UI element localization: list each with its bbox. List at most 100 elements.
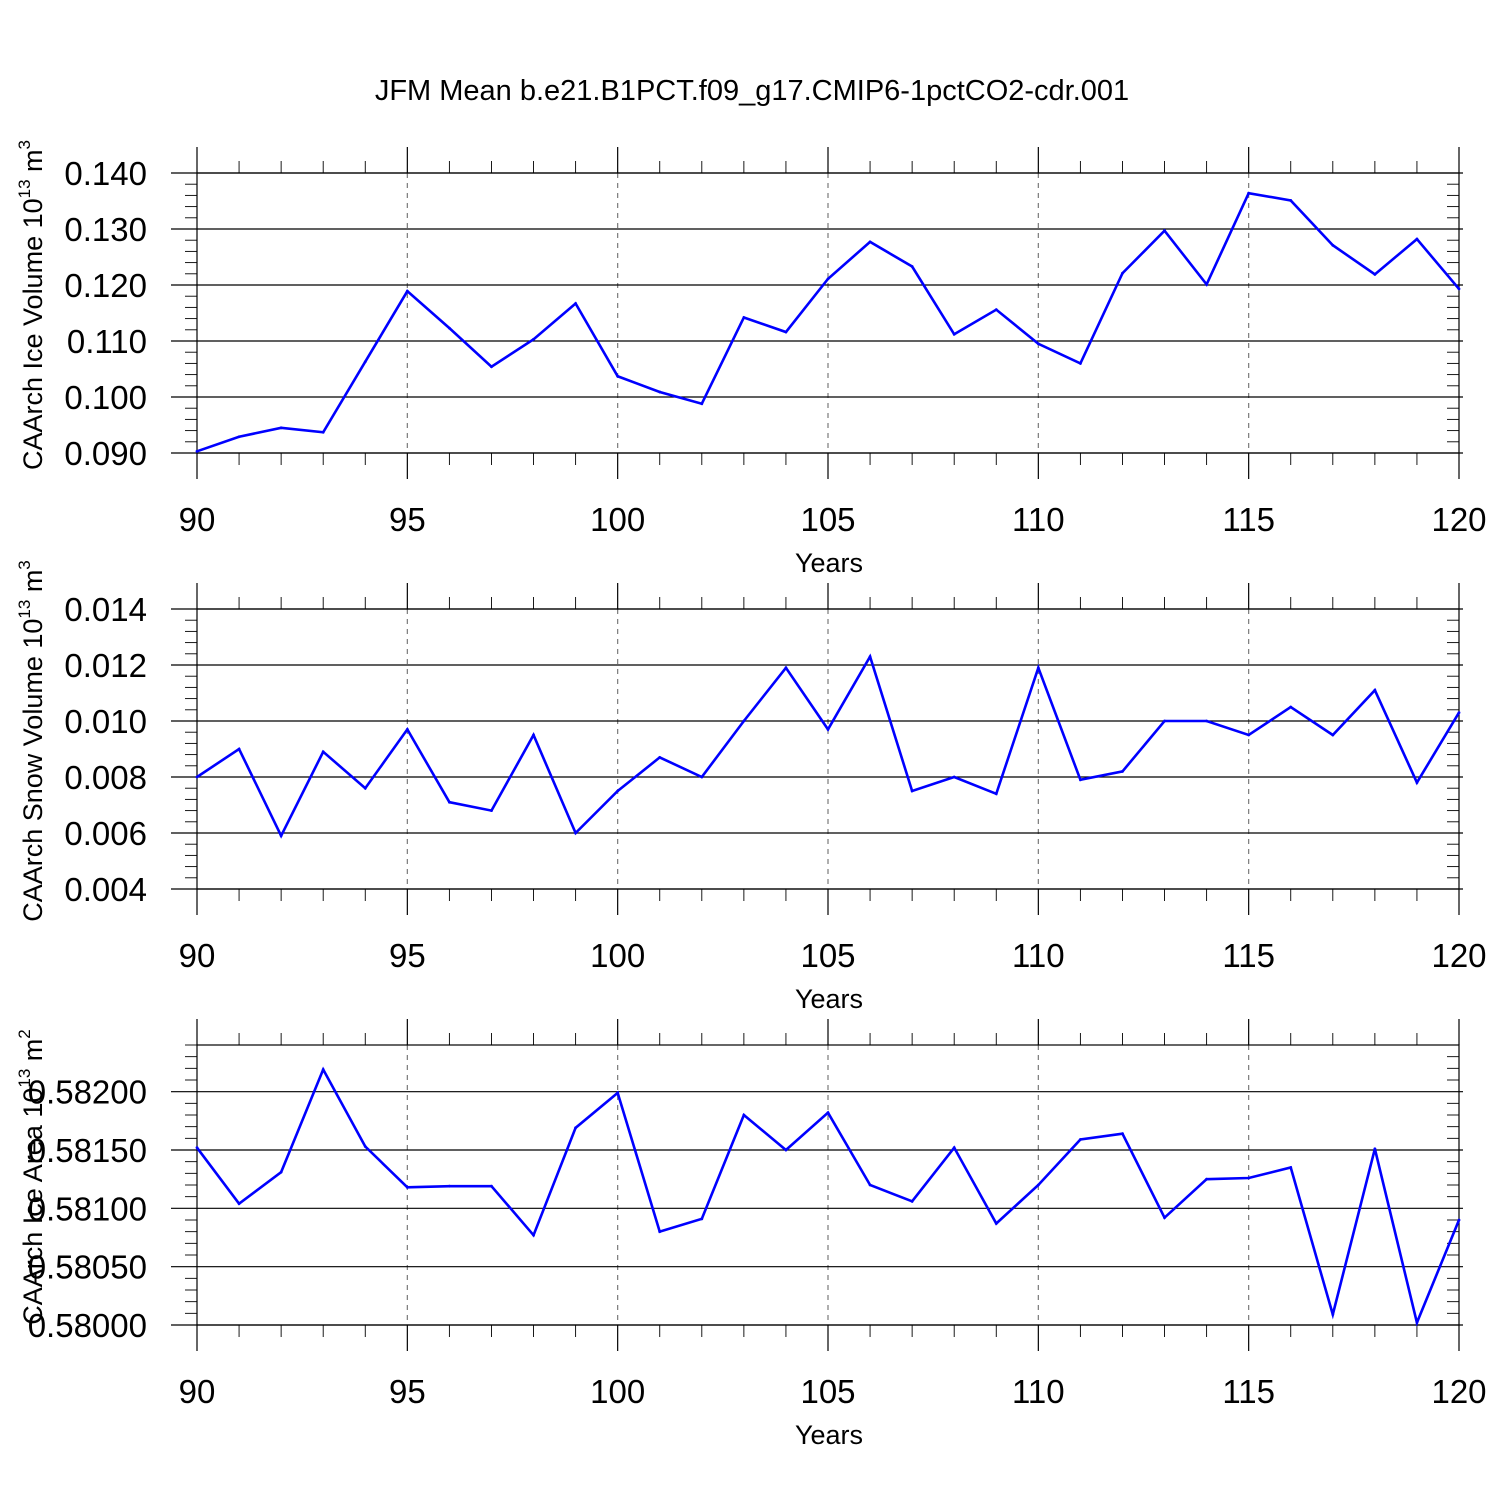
y-tick-label: 0.010	[64, 703, 147, 740]
data-point	[195, 775, 199, 779]
data-point	[363, 1145, 367, 1148]
x-axis-label: Years	[795, 548, 863, 578]
panel-2: 90 95 100 105 110 115 120 0.004 0.006 0.008 0.010 0…	[15, 560, 1487, 1014]
data-point	[1205, 719, 1208, 723]
data-point	[658, 1230, 662, 1234]
data-point	[1163, 719, 1166, 723]
data-point	[237, 1202, 241, 1206]
y-tick-label: 0.140	[64, 155, 147, 192]
data-point	[405, 728, 409, 731]
data-point	[1457, 287, 1461, 291]
data-point	[279, 1170, 283, 1174]
data-point	[910, 789, 914, 793]
data-point	[700, 775, 704, 779]
panel-3: 90 95 100 105 110 115 120 0.58000 0.58050 0.58100…	[15, 1019, 1487, 1450]
data-point	[910, 1199, 914, 1203]
x-axis-label: Years	[795, 984, 863, 1014]
y-axis-label-unit: m	[18, 570, 48, 600]
data-point	[574, 1126, 577, 1130]
y-axis-label-unit-exponent: 3	[15, 140, 34, 149]
data-point	[784, 1148, 788, 1152]
data-point	[1036, 342, 1040, 346]
data-point	[321, 1068, 325, 1071]
data-point	[700, 1217, 704, 1221]
y-axis-label-unit-exponent: 3	[15, 560, 34, 569]
y-axis-label-exponent: 13	[15, 1069, 34, 1088]
data-point	[700, 402, 704, 406]
x-tick-label: 90	[179, 1373, 216, 1410]
x-tick-label: 115	[1222, 501, 1275, 538]
data-point	[1331, 243, 1335, 247]
y-tick-label: 0.120	[64, 267, 147, 304]
data-point	[1415, 1321, 1419, 1325]
y-tick-label: 0.58150	[28, 1132, 147, 1169]
data-point	[1205, 1177, 1208, 1181]
data-point	[1415, 781, 1419, 784]
y-tick-label: 0.014	[64, 591, 147, 628]
y-tick-label: 0.006	[64, 815, 147, 852]
y-tick-label: 0.100	[64, 379, 147, 416]
data-point	[1457, 1218, 1461, 1222]
data-point	[490, 1184, 493, 1188]
x-tick-label: 95	[389, 1373, 426, 1410]
x-tick-label: 120	[1431, 501, 1486, 538]
data-point	[1289, 705, 1293, 709]
x-tick-label: 90	[179, 937, 216, 974]
data-point	[784, 330, 788, 334]
data-point	[1247, 733, 1251, 737]
data-point	[405, 289, 409, 293]
y-tick-label: 0.58000	[28, 1307, 147, 1344]
data-point	[1373, 272, 1377, 276]
x-axis-label: Years	[795, 1420, 863, 1450]
data-point	[195, 449, 199, 453]
x-tick-label: 90	[179, 501, 216, 538]
data-point	[1121, 1132, 1124, 1136]
y-axis-label-exponent: 13	[15, 600, 34, 619]
data-point	[826, 728, 830, 731]
data-point	[321, 430, 325, 434]
data-point	[1247, 191, 1251, 195]
y-axis-label: CAArch Ice Volume 1013 m3	[15, 140, 48, 470]
data-point	[448, 326, 451, 330]
panels: 90 95 100 105 110 115 120 0.090 0.100 0.110 0.120 0…	[15, 140, 1487, 1450]
data-point	[616, 374, 620, 378]
y-axis-label-text: CAArch Ice Volume 10	[18, 198, 48, 470]
x-tick-label: 105	[800, 937, 855, 974]
data-point	[363, 786, 367, 790]
y-tick-label: 0.090	[64, 435, 147, 472]
data-point	[910, 265, 914, 268]
x-tick-label: 115	[1222, 937, 1275, 974]
data-point	[1163, 229, 1166, 233]
data-point	[363, 360, 367, 364]
data-point	[1289, 1166, 1293, 1169]
data-point	[448, 800, 451, 804]
data-point	[1415, 237, 1419, 241]
y-tick-label: 0.130	[64, 211, 147, 248]
data-point	[1121, 770, 1124, 773]
data-point	[1331, 733, 1335, 737]
data-point	[1289, 199, 1293, 202]
data-point	[994, 1222, 998, 1225]
data-point	[1457, 711, 1461, 714]
data-point	[574, 831, 577, 835]
data-point	[1036, 666, 1040, 670]
y-axis-label-exponent: 13	[15, 179, 34, 198]
data-point	[868, 655, 872, 658]
y-tick-label: 0.110	[67, 323, 147, 360]
data-point	[448, 1184, 451, 1188]
x-tick-label: 105	[800, 1373, 855, 1410]
data-point	[826, 1111, 830, 1115]
data-point	[616, 1091, 620, 1095]
y-tick-label: 0.008	[64, 759, 147, 796]
data-point	[658, 756, 662, 759]
data-point	[490, 365, 493, 369]
y-tick-label: 0.58200	[28, 1074, 147, 1111]
y-axis-label-unit: m	[18, 1039, 48, 1069]
y-tick-label: 0.58050	[28, 1249, 147, 1286]
x-tick-label: 110	[1012, 501, 1065, 538]
data-point	[952, 775, 956, 779]
y-tick-label: 0.012	[64, 647, 147, 684]
data-point	[784, 666, 788, 670]
